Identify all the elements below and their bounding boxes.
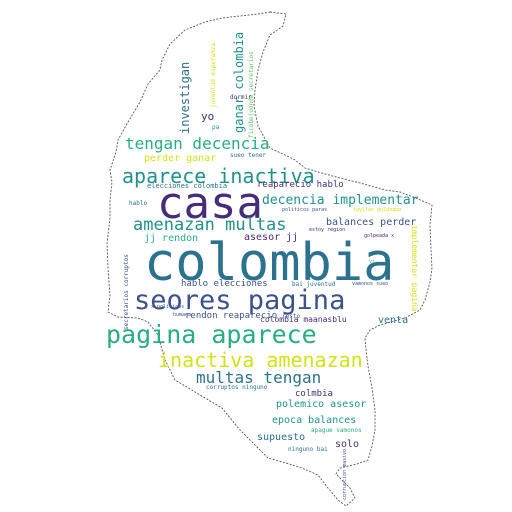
word-investigan: investigan <box>178 61 192 134</box>
word-politicos-paras: politicos paras <box>282 207 328 213</box>
word-colombia-maanasblu: colombia maanasblu <box>260 315 347 324</box>
word-humana: humana <box>173 312 192 318</box>
word-elecciones-colombia: elecciones colombia <box>147 182 228 190</box>
word-reaparecio-hablo: reaparecio hablo <box>257 180 344 190</box>
word-vamonos-sueo: vamonos sueo <box>352 281 389 287</box>
word-rendon-reaparecio: rendon reaparecio <box>185 311 278 321</box>
word-venta: venta <box>378 315 409 326</box>
word-seores-pagina: seores pagina <box>134 285 346 316</box>
word-bai-juventud: bai juventud <box>292 281 336 288</box>
word-supuesto: supuesto <box>257 432 306 443</box>
word-ganar-colombia: ganar colombia <box>232 31 246 133</box>
word-hablo-elecciones: hablo elecciones <box>181 279 268 289</box>
word-colmbia: colmbia <box>295 389 333 399</box>
word-vi: vi <box>369 259 376 265</box>
word-amenazan-multas: amenazan multas <box>133 215 287 235</box>
word-multas-tengan: multas tengan <box>196 368 322 387</box>
word-asesor-jj: asesor jj <box>244 232 299 243</box>
word-pagina-aparece: pagina aparece <box>106 320 317 349</box>
word-tayllas-golpeada: tayllas golpeada <box>353 207 402 213</box>
word-corruptos-ninguno: corruptos ninguno <box>206 384 268 391</box>
word-resto: resto <box>282 313 301 320</box>
word-epoca-balances: epoca balances <box>272 415 357 426</box>
word-apague-vamonos: apague vamonos <box>311 427 362 434</box>
word-x-politicos: x politicos <box>151 304 185 310</box>
word-polemico-asesor: polemico asesor <box>276 399 367 410</box>
word-secretarios-corruptos: secretarios corruptos <box>123 254 130 330</box>
word-corrupcion-masivo: corrupcion masivo <box>342 448 348 500</box>
word-jj-rendon: jj rendon <box>144 233 199 244</box>
word-aparece-inactiva: aparece inactiva <box>122 164 315 188</box>
word-estoy-region: estoy region <box>309 227 346 233</box>
word-juventud-esperanza: juventud esperanza <box>210 42 217 108</box>
word-decencia-implementar: decencia implementar <box>262 193 419 208</box>
word-hablo-small: hablo <box>129 200 148 207</box>
word-inactiva-amenazan: inactiva amenazan <box>158 348 363 372</box>
word-colombia: colombia <box>144 233 395 293</box>
word-solo: solo <box>335 439 360 450</box>
word-implementar-pagina: implementar pagina <box>410 225 419 312</box>
word-casa: casa <box>157 178 263 229</box>
word-pa: pa <box>212 124 220 131</box>
word-ninguno-bai: ninguno bai <box>288 446 328 453</box>
word-sueo-tener: sueo tener <box>230 152 267 159</box>
word-perder-ganar: perder ganar <box>144 153 217 164</box>
word-yo: yo <box>201 110 215 123</box>
word-dormir: dormir <box>230 94 252 101</box>
word-balances-perder: balances perder <box>326 217 417 228</box>
word-golpeada-x: golpeada x <box>364 233 395 239</box>
word-tengan-decencia: tengan decencia <box>125 134 270 153</box>
